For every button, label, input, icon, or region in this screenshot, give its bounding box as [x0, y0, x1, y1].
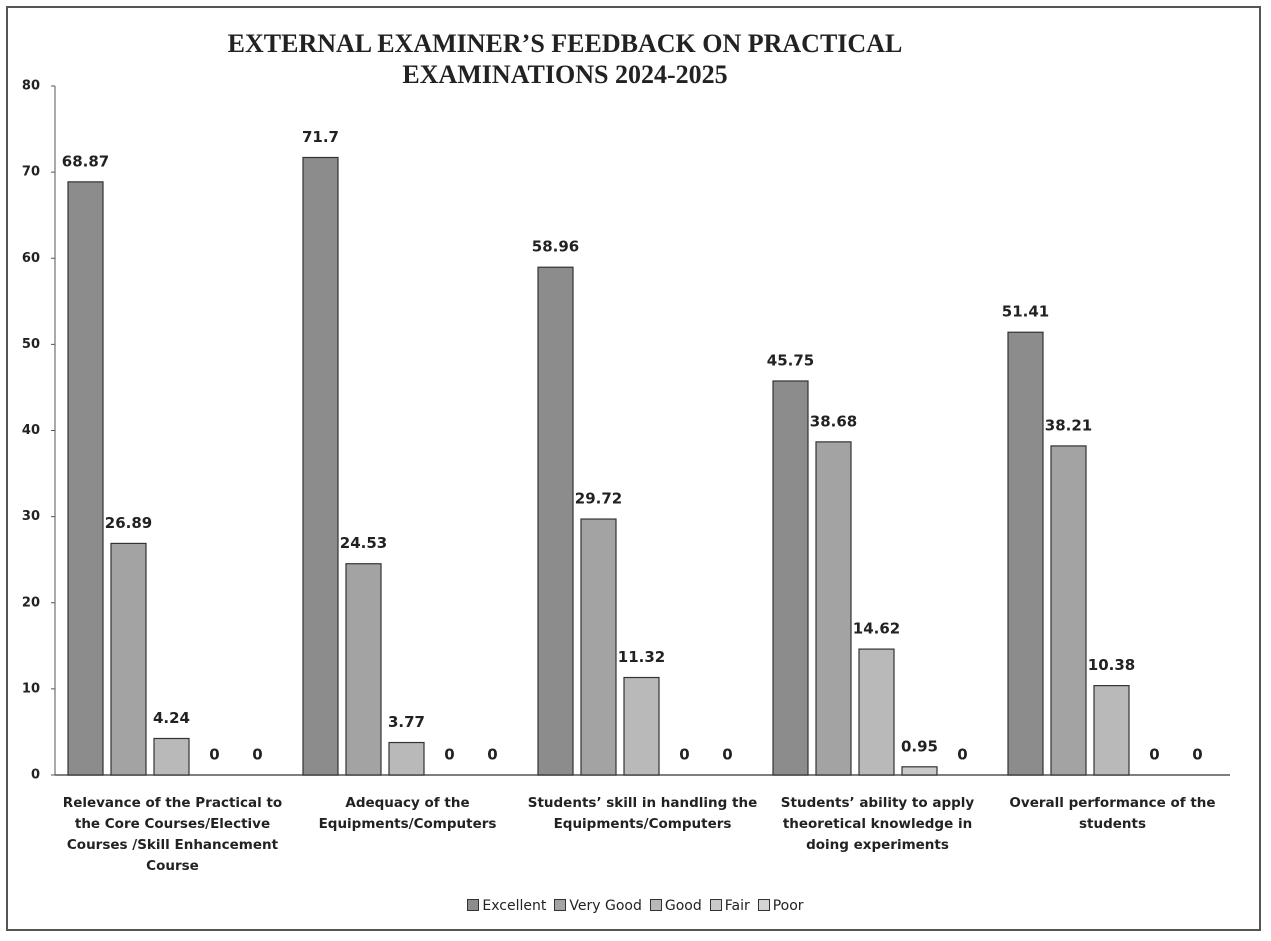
bar: [302, 156, 339, 776]
bar: [1050, 445, 1087, 776]
legend-label: Fair: [724, 898, 750, 914]
bar: [901, 766, 938, 776]
data-label: 38.21: [1045, 416, 1092, 434]
data-label: 29.72: [575, 490, 622, 508]
data-label: 26.89: [105, 514, 152, 532]
y-tick-label: 0: [31, 768, 40, 783]
data-label: 68.87: [62, 152, 109, 170]
legend-item: Poor: [757, 898, 804, 914]
data-label: 10.38: [1088, 656, 1135, 674]
chart-title: EXTERNAL EXAMINER’S FEEDBACK ON PRACTICA…: [227, 29, 903, 89]
legend-label: Good: [664, 898, 702, 914]
legend-item: Good: [649, 898, 702, 914]
data-label: 0.95: [901, 737, 938, 755]
legend-swatch: [709, 899, 722, 911]
bar: [67, 181, 104, 776]
y-tick-label: 30: [22, 509, 40, 524]
x-tick-label: Overall performance of the students: [1009, 795, 1216, 832]
frame: [6, 6, 1261, 931]
y-tick-label: 60: [22, 251, 40, 266]
data-label: 0: [444, 746, 454, 764]
data-label: 71.7: [302, 128, 339, 146]
legend-item: Excellent: [467, 898, 546, 914]
x-tick-label: Students’ skill in handling the Equipmen…: [527, 795, 758, 832]
bar: [580, 518, 617, 776]
x-tick-label: Students’ ability to apply theoretical k…: [780, 795, 975, 853]
y-tick-label: 70: [22, 165, 40, 180]
data-label: 0: [487, 746, 497, 764]
data-label: 0: [957, 746, 967, 764]
data-label: 0: [252, 746, 262, 764]
y-tick-label: 80: [22, 79, 40, 94]
legend-swatch: [649, 899, 662, 911]
legend-swatch: [554, 899, 567, 911]
data-label: 4.24: [153, 709, 190, 727]
bar: [772, 380, 809, 776]
legend-label: Poor: [772, 898, 804, 914]
data-label: 0: [679, 746, 689, 764]
bar: [858, 648, 895, 776]
data-label: 45.75: [767, 351, 814, 369]
legend-label: Very Good: [569, 898, 642, 914]
data-label: 51.41: [1002, 303, 1049, 321]
x-tick-label: Adequacy of the Equipments/Computers: [318, 795, 497, 832]
y-tick-label: 50: [22, 337, 40, 352]
y-tick-label: 10: [22, 681, 40, 696]
data-label: 58.96: [532, 238, 579, 256]
data-label: 14.62: [853, 620, 900, 638]
bar: [388, 741, 425, 776]
data-label: 0: [1192, 746, 1202, 764]
bar: [815, 441, 852, 776]
bar: [153, 737, 190, 776]
legend-item: Very Good: [554, 898, 642, 914]
bar: [345, 563, 382, 776]
bar: [1093, 685, 1130, 776]
data-label: 0: [1149, 746, 1159, 764]
legend-swatch: [757, 899, 770, 911]
legend-swatch: [467, 899, 480, 911]
bar: [537, 266, 574, 776]
y-tick-label: 40: [22, 423, 40, 438]
data-label: 11.32: [618, 648, 665, 666]
x-tick-label: Relevance of the Practical to the Core C…: [62, 795, 283, 874]
y-tick-label: 20: [22, 595, 40, 610]
bar: [623, 676, 660, 776]
bar: [1007, 331, 1044, 776]
legend: Excellent Very Good Good Fair Poor: [0, 898, 1271, 914]
bar: [110, 542, 147, 776]
legend-item: Fair: [709, 898, 750, 914]
legend-label: Excellent: [482, 898, 547, 914]
data-label: 38.68: [810, 412, 857, 430]
data-label: 0: [722, 746, 732, 764]
data-label: 3.77: [388, 713, 425, 731]
data-label: 24.53: [340, 534, 387, 552]
data-label: 0: [209, 746, 219, 764]
